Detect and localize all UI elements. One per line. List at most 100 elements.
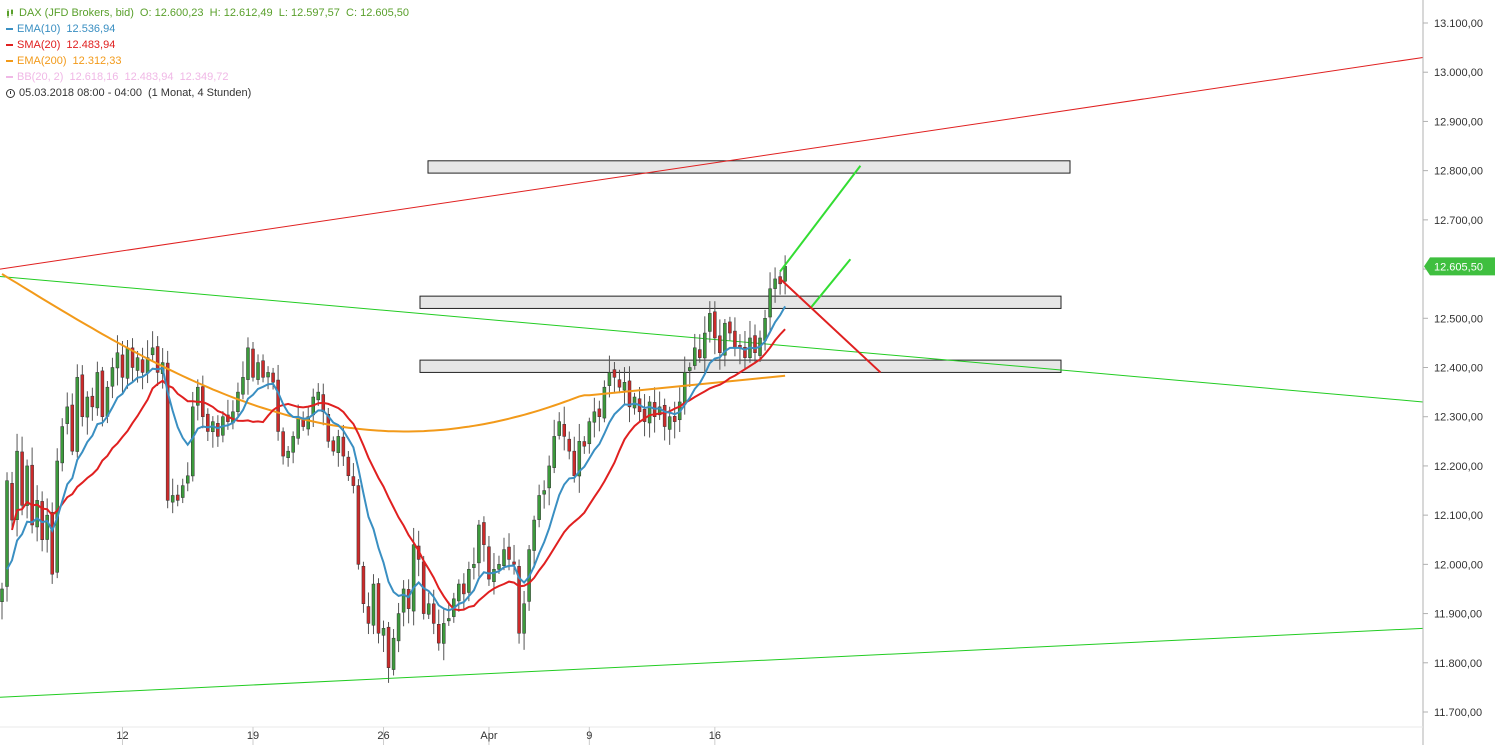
candle [246,337,250,395]
candle [512,544,516,575]
candle [276,364,280,441]
candle-body [130,347,135,368]
candle-body [517,566,521,634]
candle [612,361,617,393]
candle-body [15,450,19,520]
candle-body [662,404,667,427]
legend-ema200[interactable]: EMA(200) 12.312,33 [6,53,409,69]
candle [537,484,541,528]
candle-body [592,411,597,423]
candle-body [682,372,687,405]
ema10-label: EMA(10) [17,23,61,35]
candle [211,416,215,448]
candle [517,559,521,644]
candle [175,484,180,507]
candle [361,561,366,613]
candle-body [537,495,541,520]
candle [346,451,351,481]
trendline-2 [0,627,1424,698]
candle [251,341,255,382]
candle [140,347,145,390]
candle [326,407,331,448]
candle [778,271,782,295]
projection-1 [809,258,852,310]
candle [728,316,732,341]
x-tick-label: Apr [480,730,497,742]
y-tick-label: 13.000,00 [1434,67,1483,79]
candle-body [733,330,737,349]
candle-body [657,406,662,416]
sma20-swatch [6,44,13,46]
candle-body [241,377,245,395]
candle [5,472,9,602]
ema10-value: 12.536,94 [66,23,116,35]
candle [206,408,210,441]
candle [607,355,612,398]
candle [723,319,727,367]
bb-swatch [6,76,13,78]
candle-body [306,416,310,430]
candle-body [718,335,722,353]
projection-arrows [779,165,882,374]
candle-body [627,380,632,408]
last-price-text: 12.605,50 [1434,261,1483,273]
candle-body [492,569,496,582]
candle [231,400,235,430]
candle [110,357,115,399]
candle-body [105,386,110,417]
last-price-tag [1424,257,1495,276]
candle [577,423,582,493]
candle [426,592,431,620]
candle-body [75,377,80,452]
candle [442,609,446,661]
legend-title-row: DAX (JFD Brokers, bid) O: 12.600,23 H: 1… [6,5,409,21]
candle-body [120,354,125,378]
candle [572,436,577,483]
candle-body [216,423,220,437]
candle [602,380,607,423]
candle [25,459,29,519]
candle [281,427,285,465]
candle [100,366,105,427]
y-tick-label: 12.200,00 [1434,461,1483,473]
candle [381,620,386,653]
candle-body [512,561,516,565]
candle [698,334,702,363]
candle-body [376,583,381,634]
candle [652,387,657,433]
candle [406,579,411,624]
candle-body [175,494,180,501]
candle-body [567,438,572,452]
candle [687,362,692,388]
candle-body [386,626,391,668]
candle-body [366,606,371,624]
candle-body [477,524,481,564]
legend-range: (1 Monat, 4 Stunden) [147,87,252,99]
candle-body [115,352,120,369]
candle [487,535,491,586]
legend-bb[interactable]: BB(20, 2) 12.618,16 12.483,94 12.349,72 [6,69,409,85]
y-tick-label: 12.900,00 [1434,116,1483,128]
candle-body [316,391,321,401]
candle [708,301,712,343]
candle-body [597,408,602,417]
legend-timeframe-row: 05.03.2018 08:00 - 04:00 (1 Monat, 4 Stu… [6,85,409,101]
candle-body [612,369,617,378]
candle [10,471,14,531]
candle-body [60,426,64,464]
candles [0,255,787,683]
candle-body [447,618,451,622]
candle [65,392,70,435]
candle-body [271,372,275,383]
candle [85,391,90,435]
candle-body [467,569,471,593]
ema200-line [1,273,786,433]
candle-body [20,451,24,506]
candle [718,319,722,370]
legend-sma20[interactable]: SMA(20) 12.483,94 [6,37,409,53]
y-tick-label: 12.800,00 [1434,166,1483,178]
candle-body [547,465,551,489]
legend-ema10[interactable]: EMA(10) 12.536,94 [6,21,409,37]
candle [391,629,396,676]
